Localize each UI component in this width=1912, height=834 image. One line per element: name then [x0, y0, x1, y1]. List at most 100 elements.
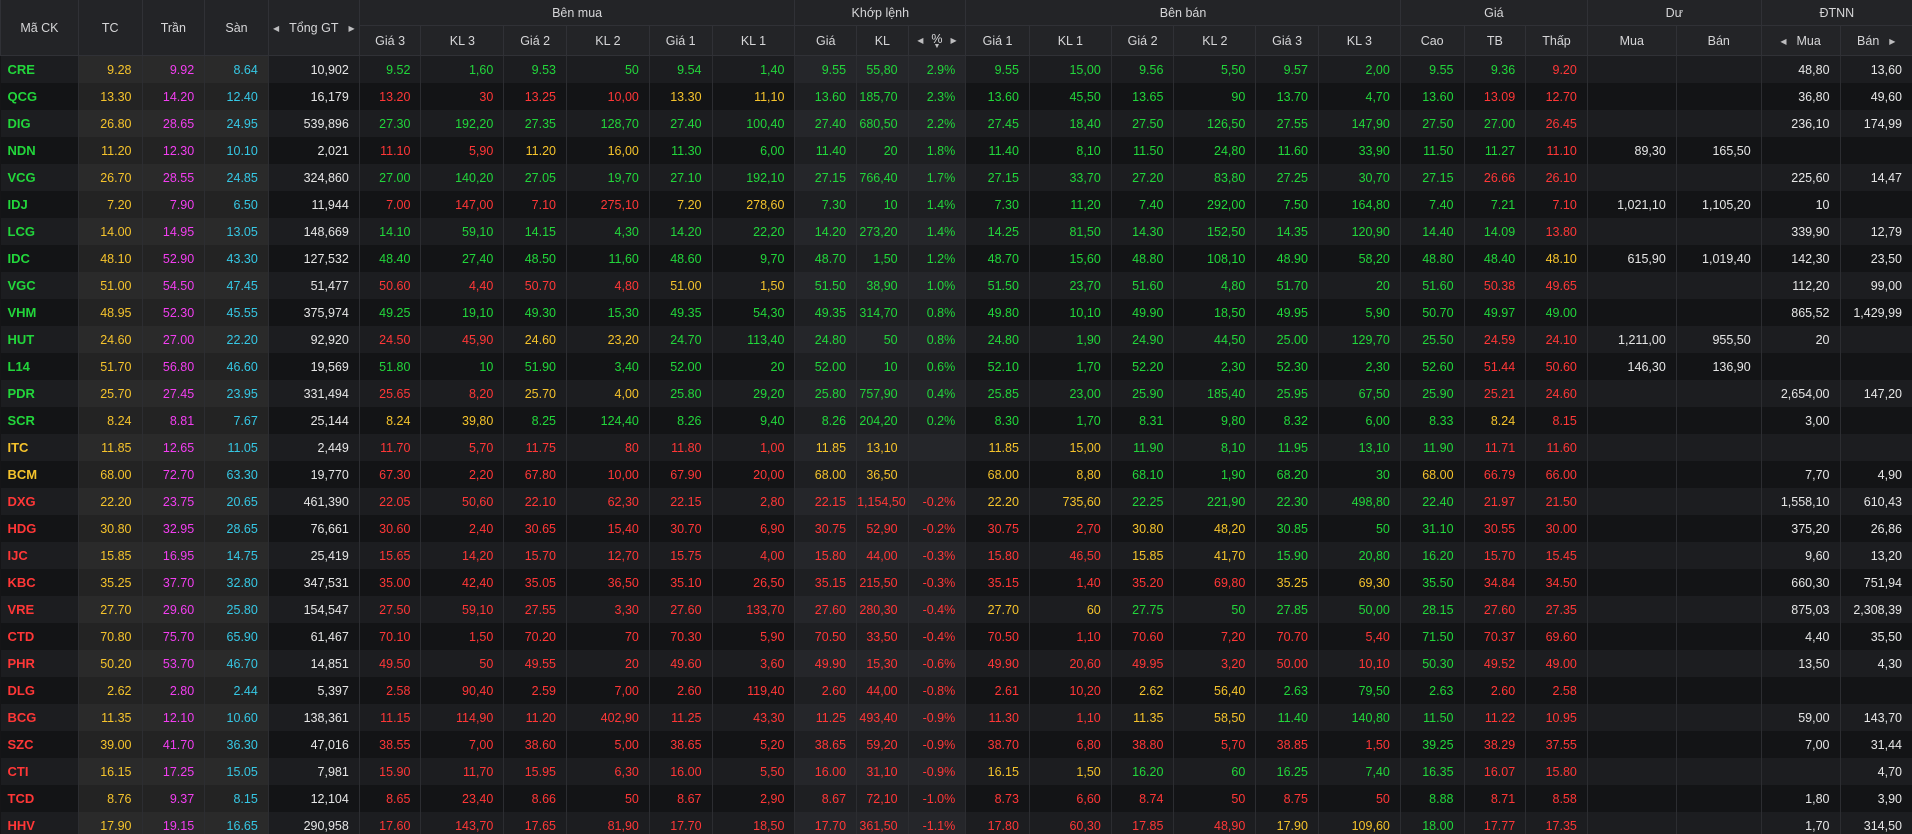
- right-arrow-icon[interactable]: ▶: [1889, 36, 1896, 46]
- sort-down-icon[interactable]: ▼: [933, 42, 941, 50]
- table-row[interactable]: SZC 39.00 41.70 36.30 47,016 38.55 7,00 38.60 5,…: [0, 731, 1912, 758]
- right-arrow-icon[interactable]: ▶: [348, 23, 355, 33]
- table-row[interactable]: PDR 25.70 27.45 23.95 331,494 25.65 8,20 25.70 4…: [0, 380, 1912, 407]
- floor-price-cell: 45.55: [204, 299, 269, 326]
- symbol-cell[interactable]: VRE: [0, 596, 79, 623]
- table-row[interactable]: VHM 48.95 52.30 45.55 375,974 49.25 19,10 49.30…: [0, 299, 1912, 326]
- symbol-cell[interactable]: PDR: [0, 380, 79, 407]
- col-ask-price-2[interactable]: Giá 2: [1110, 25, 1174, 56]
- symbol-cell[interactable]: DXG: [0, 488, 79, 515]
- table-row[interactable]: VGC 51.00 54.50 47.45 51,477 50.60 4,40 50.70 4,…: [0, 272, 1912, 299]
- left-arrow-icon[interactable]: ◀: [917, 36, 924, 45]
- symbol-cell[interactable]: DLG: [0, 677, 79, 704]
- col-low[interactable]: Thấp: [1525, 25, 1588, 56]
- symbol-cell[interactable]: L14: [0, 353, 79, 380]
- col-floor[interactable]: Sàn: [204, 0, 269, 56]
- col-bid-vol-2[interactable]: KL 2: [565, 25, 650, 56]
- symbol-cell[interactable]: CTD: [0, 623, 79, 650]
- symbol-cell[interactable]: VGC: [0, 272, 79, 299]
- table-row[interactable]: IDC 48.10 52.90 43.30 127,532 48.40 27,40 48.50…: [0, 245, 1912, 272]
- table-row[interactable]: IDJ 7.20 7.90 6.50 11,944 7.00 147,00 7.10 275,1…: [0, 191, 1912, 218]
- col-ask-vol-3[interactable]: KL 3: [1317, 25, 1401, 56]
- col-ceiling[interactable]: Trần: [141, 0, 205, 56]
- table-row[interactable]: QCG 13.30 14.20 12.40 16,179 13.20 30 13.25 10,0…: [0, 83, 1912, 110]
- table-row[interactable]: KBC 35.25 37.70 32.80 347,531 35.00 42,40 35.05…: [0, 569, 1912, 596]
- col-total-label[interactable]: Tổng GT: [289, 20, 339, 35]
- col-ask-vol-1[interactable]: KL 1: [1028, 25, 1112, 56]
- symbol-cell[interactable]: PHR: [0, 650, 79, 677]
- table-row[interactable]: SCR 8.24 8.81 7.67 25,144 8.24 39,80 8.25 124,40…: [0, 407, 1912, 434]
- col-bid-vol-1[interactable]: KL 1: [711, 25, 795, 56]
- symbol-cell[interactable]: IDJ: [0, 191, 79, 218]
- bid-price-1-cell: 27.60: [648, 596, 713, 623]
- table-row[interactable]: CTD 70.80 75.70 65.90 61,467 70.10 1,50 70.20 70…: [0, 623, 1912, 650]
- col-match-pct[interactable]: ◀% ▼ ▶: [907, 25, 966, 56]
- table-row[interactable]: IJC 15.85 16.95 14.75 25,419 15.65 14,20 15.70 1…: [0, 542, 1912, 569]
- table-row[interactable]: DIG 26.80 28.65 24.95 539,896 27.30 192,20 27.3…: [0, 110, 1912, 137]
- table-row[interactable]: HUT 24.60 27.00 22.20 92,920 24.50 45,90 24.60 2…: [0, 326, 1912, 353]
- table-row[interactable]: LCG 14.00 14.95 13.05 148,669 14.10 59,10 14.15…: [0, 218, 1912, 245]
- table-row[interactable]: HHV 17.90 19.15 16.65 290,958 17.60 143,70 17.6…: [0, 812, 1912, 834]
- table-row[interactable]: CTI 16.15 17.25 15.05 7,981 15.90 11,70 15.95 6,…: [0, 758, 1912, 785]
- col-ask-vol-2[interactable]: KL 2: [1173, 25, 1256, 56]
- table-row[interactable]: PHR 50.20 53.70 46.70 14,851 49.50 50 49.55 20 49…: [0, 650, 1912, 677]
- symbol-cell[interactable]: NDN: [0, 137, 79, 164]
- ask-vol-3-cell: 30,70: [1317, 164, 1401, 191]
- col-remaining-buy[interactable]: Mua: [1586, 25, 1677, 56]
- col-high[interactable]: Cao: [1399, 25, 1465, 56]
- col-remaining-sell[interactable]: Bán: [1675, 25, 1762, 56]
- symbol-cell[interactable]: SZC: [0, 731, 79, 758]
- symbol-cell[interactable]: IDC: [0, 245, 79, 272]
- col-bid-vol-3[interactable]: KL 3: [420, 25, 504, 56]
- table-row[interactable]: DXG 22.20 23.75 20.65 461,390 22.05 50,60 22.10…: [0, 488, 1912, 515]
- symbol-cell[interactable]: DIG: [0, 110, 79, 137]
- table-row[interactable]: CRE 9.28 9.92 8.64 10,902 9.52 1,60 9.53 50 9.54 1…: [0, 55, 1912, 83]
- symbol-cell[interactable]: QCG: [0, 83, 79, 110]
- symbol-cell[interactable]: VHM: [0, 299, 79, 326]
- right-arrow-icon[interactable]: ▶: [950, 36, 957, 45]
- table-row[interactable]: BCM 68.00 72.70 63.30 19,770 67.30 2,20 67.80 10…: [0, 461, 1912, 488]
- symbol-cell[interactable]: VCG: [0, 164, 79, 191]
- symbol-cell[interactable]: LCG: [0, 218, 79, 245]
- symbol-cell[interactable]: CRE: [0, 55, 79, 83]
- col-match-vol[interactable]: KL: [856, 25, 909, 56]
- table-row[interactable]: L14 51.70 56.80 46.60 19,569 51.80 10 51.90 3,40…: [0, 353, 1912, 380]
- symbol-cell[interactable]: KBC: [0, 569, 79, 596]
- table-row[interactable]: VRE 27.70 29.60 25.80 154,547 27.50 59,10 27.55…: [0, 596, 1912, 623]
- table-row[interactable]: VCG 26.70 28.55 24.85 324,860 27.00 140,20 27.0…: [0, 164, 1912, 191]
- table-row[interactable]: DLG 2.62 2.80 2.44 5,397 2.58 90,40 2.59 7,00 2.6…: [0, 677, 1912, 704]
- col-bid-price-1[interactable]: Giá 1: [648, 25, 713, 56]
- left-arrow-icon[interactable]: ◀: [272, 23, 280, 33]
- symbol-cell[interactable]: HHV: [0, 812, 79, 834]
- col-ask-price-3[interactable]: Giá 3: [1255, 25, 1319, 56]
- col-bid-price-3[interactable]: Giá 3: [358, 25, 421, 56]
- left-arrow-icon[interactable]: ◀: [1780, 36, 1787, 46]
- symbol-cell[interactable]: TCD: [0, 785, 79, 812]
- col-bid-price-2[interactable]: Giá 2: [503, 25, 567, 56]
- low-price-cell: 48.10: [1525, 245, 1588, 272]
- symbol-cell[interactable]: BCG: [0, 704, 79, 731]
- table-row[interactable]: TCD 8.76 9.37 8.15 12,104 8.65 23,40 8.66 50 8.67…: [0, 785, 1912, 812]
- col-foreign-buy[interactable]: ◀ Mua: [1760, 25, 1841, 56]
- symbol-cell[interactable]: CTI: [0, 758, 79, 785]
- symbol-cell[interactable]: HUT: [0, 326, 79, 353]
- bid-vol-1-cell: 192,10: [711, 164, 795, 191]
- table-row[interactable]: NDN 11.20 12.30 10.10 2,021 11.10 5,90 11.20 16,…: [0, 137, 1912, 164]
- table-row[interactable]: BCG 11.35 12.10 10.60 138,361 11.15 114,90 11.2…: [0, 704, 1912, 731]
- col-ref[interactable]: TC: [77, 0, 142, 56]
- symbol-cell[interactable]: ITC: [0, 434, 79, 461]
- table-row[interactable]: ITC 11.85 12.65 11.05 2,449 11.70 5,70 11.75 80 1…: [0, 434, 1912, 461]
- table-row[interactable]: HDG 30.80 32.95 28.65 76,661 30.60 2,40 30.65 15…: [0, 515, 1912, 542]
- symbol-cell[interactable]: IJC: [0, 542, 79, 569]
- col-avg[interactable]: TB: [1463, 25, 1526, 56]
- ask-price-1-cell: 30.75: [965, 515, 1030, 542]
- col-ask-price-1[interactable]: Giá 1: [965, 25, 1030, 56]
- col-match-price[interactable]: Giá: [794, 25, 857, 56]
- ask-vol-3-cell: 30: [1317, 461, 1401, 488]
- col-symbol[interactable]: Mã CK: [0, 0, 79, 56]
- symbol-cell[interactable]: BCM: [0, 461, 79, 488]
- col-foreign-sell[interactable]: Bán ▶: [1839, 25, 1912, 56]
- symbol-cell[interactable]: HDG: [0, 515, 79, 542]
- ask-price-2-cell: 7.40: [1110, 191, 1174, 218]
- symbol-cell[interactable]: SCR: [0, 407, 79, 434]
